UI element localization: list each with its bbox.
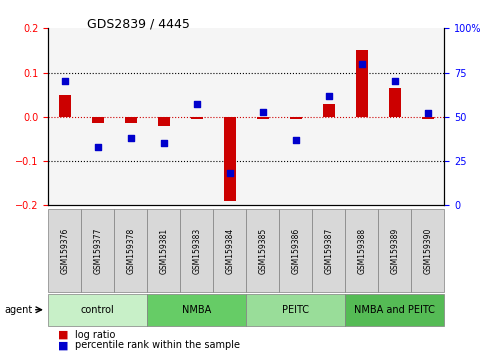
Bar (356, 51, 368, 117)
Bar (422, 117, 434, 119)
Text: GSM159381: GSM159381 (159, 227, 168, 274)
Text: ■: ■ (58, 340, 69, 350)
Text: NMBA: NMBA (182, 305, 212, 315)
Text: log ratio: log ratio (75, 330, 115, 339)
Text: GSM159377: GSM159377 (93, 227, 102, 274)
Point (160, 141, 168, 146)
Bar (323, 104, 335, 117)
Text: agent: agent (5, 305, 33, 315)
Point (61, 79, 69, 84)
Text: GSM159376: GSM159376 (60, 227, 69, 274)
Text: GSM159378: GSM159378 (127, 227, 135, 274)
Text: ■: ■ (58, 330, 69, 339)
Text: GSM159390: GSM159390 (424, 227, 432, 274)
Point (259, 109, 267, 114)
Text: control: control (81, 305, 114, 315)
Point (325, 93, 333, 98)
Point (193, 102, 201, 107)
Point (226, 171, 234, 176)
Bar (257, 117, 269, 119)
Point (391, 79, 399, 84)
Text: GDS2839 / 4445: GDS2839 / 4445 (87, 18, 190, 31)
Bar (59, 95, 71, 117)
Point (94, 144, 102, 150)
Text: NMBA and PEITC: NMBA and PEITC (355, 305, 435, 315)
Bar (125, 117, 137, 124)
Point (358, 61, 366, 67)
Text: percentile rank within the sample: percentile rank within the sample (75, 340, 240, 350)
Bar (290, 117, 301, 119)
Bar (92, 117, 103, 124)
Text: PEITC: PEITC (283, 305, 309, 315)
Text: GSM159388: GSM159388 (357, 227, 366, 274)
Text: GSM159384: GSM159384 (226, 227, 234, 274)
Point (424, 110, 432, 116)
Text: GSM159385: GSM159385 (258, 227, 267, 274)
Bar (191, 117, 202, 119)
Point (292, 137, 299, 143)
Point (127, 135, 135, 141)
Bar (224, 117, 236, 201)
Text: GSM159389: GSM159389 (390, 227, 399, 274)
Bar (158, 117, 170, 126)
Text: GSM159383: GSM159383 (192, 227, 201, 274)
Bar (389, 88, 400, 117)
Text: GSM159387: GSM159387 (325, 227, 333, 274)
Text: GSM159386: GSM159386 (291, 227, 300, 274)
